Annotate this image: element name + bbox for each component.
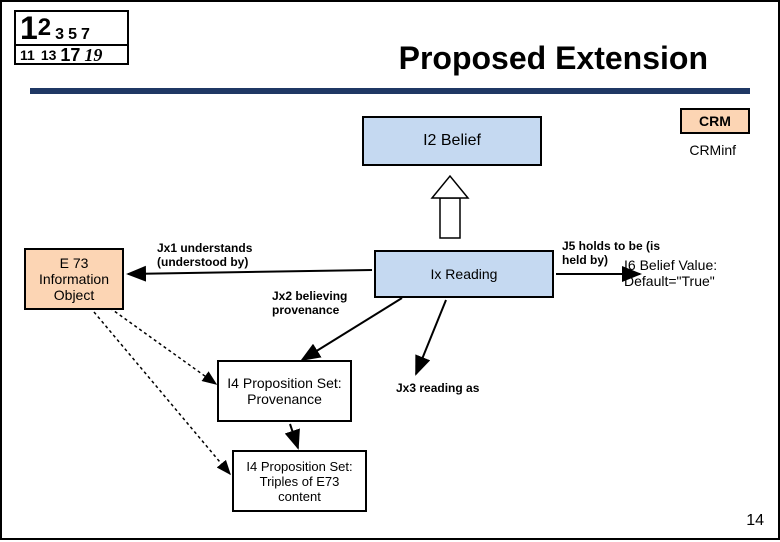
slide-title: Proposed Extension — [399, 40, 708, 77]
logo-digit: 1 — [20, 12, 38, 44]
logo-digit: 5 — [68, 27, 77, 43]
prime-logo: 1 2 3 5 7 11 13 17 19 — [14, 10, 129, 65]
node-e73: E 73 Information Object — [24, 248, 124, 310]
edge-label-jx3: Jx3 reading as — [396, 382, 479, 396]
node-i2-belief: I2 Belief — [362, 116, 542, 166]
edge-jx3 — [416, 300, 446, 374]
logo-digit: 13 — [41, 48, 57, 62]
node-crm: CRM — [680, 108, 750, 134]
node-i4-provenance: I4 Proposition Set: Provenance — [217, 360, 352, 422]
logo-digit: 11 — [20, 48, 35, 62]
page-number: 14 — [746, 512, 764, 530]
logo-digit: 3 — [55, 27, 64, 43]
logo-digit: 17 — [60, 46, 80, 64]
edge-dashed-e73-prov — [110, 308, 216, 384]
logo-row-2: 11 13 17 19 — [16, 46, 127, 64]
edge-label-j5: J5 holds to be (is held by) — [562, 240, 672, 268]
edge-label-jx2: Jx2 believing provenance — [272, 290, 362, 318]
logo-digit: 2 — [38, 16, 51, 40]
logo-digit: 7 — [81, 27, 90, 43]
logo-row-1: 1 2 3 5 7 — [16, 12, 127, 46]
label-crminf: CRMinf — [689, 142, 736, 158]
subclass-arrow — [432, 176, 468, 238]
edge-dashed-e73-triples — [94, 312, 230, 474]
edge-label-jx1: Jx1 understands (understood by) — [157, 242, 257, 270]
node-ix-reading: Ix Reading — [374, 250, 554, 298]
edge-prov-to-triples — [290, 424, 298, 448]
edge-jx1 — [128, 270, 372, 274]
logo-digit: 19 — [84, 46, 102, 64]
title-divider — [30, 88, 750, 94]
node-i4-triples: I4 Proposition Set: Triples of E73 conte… — [232, 450, 367, 512]
